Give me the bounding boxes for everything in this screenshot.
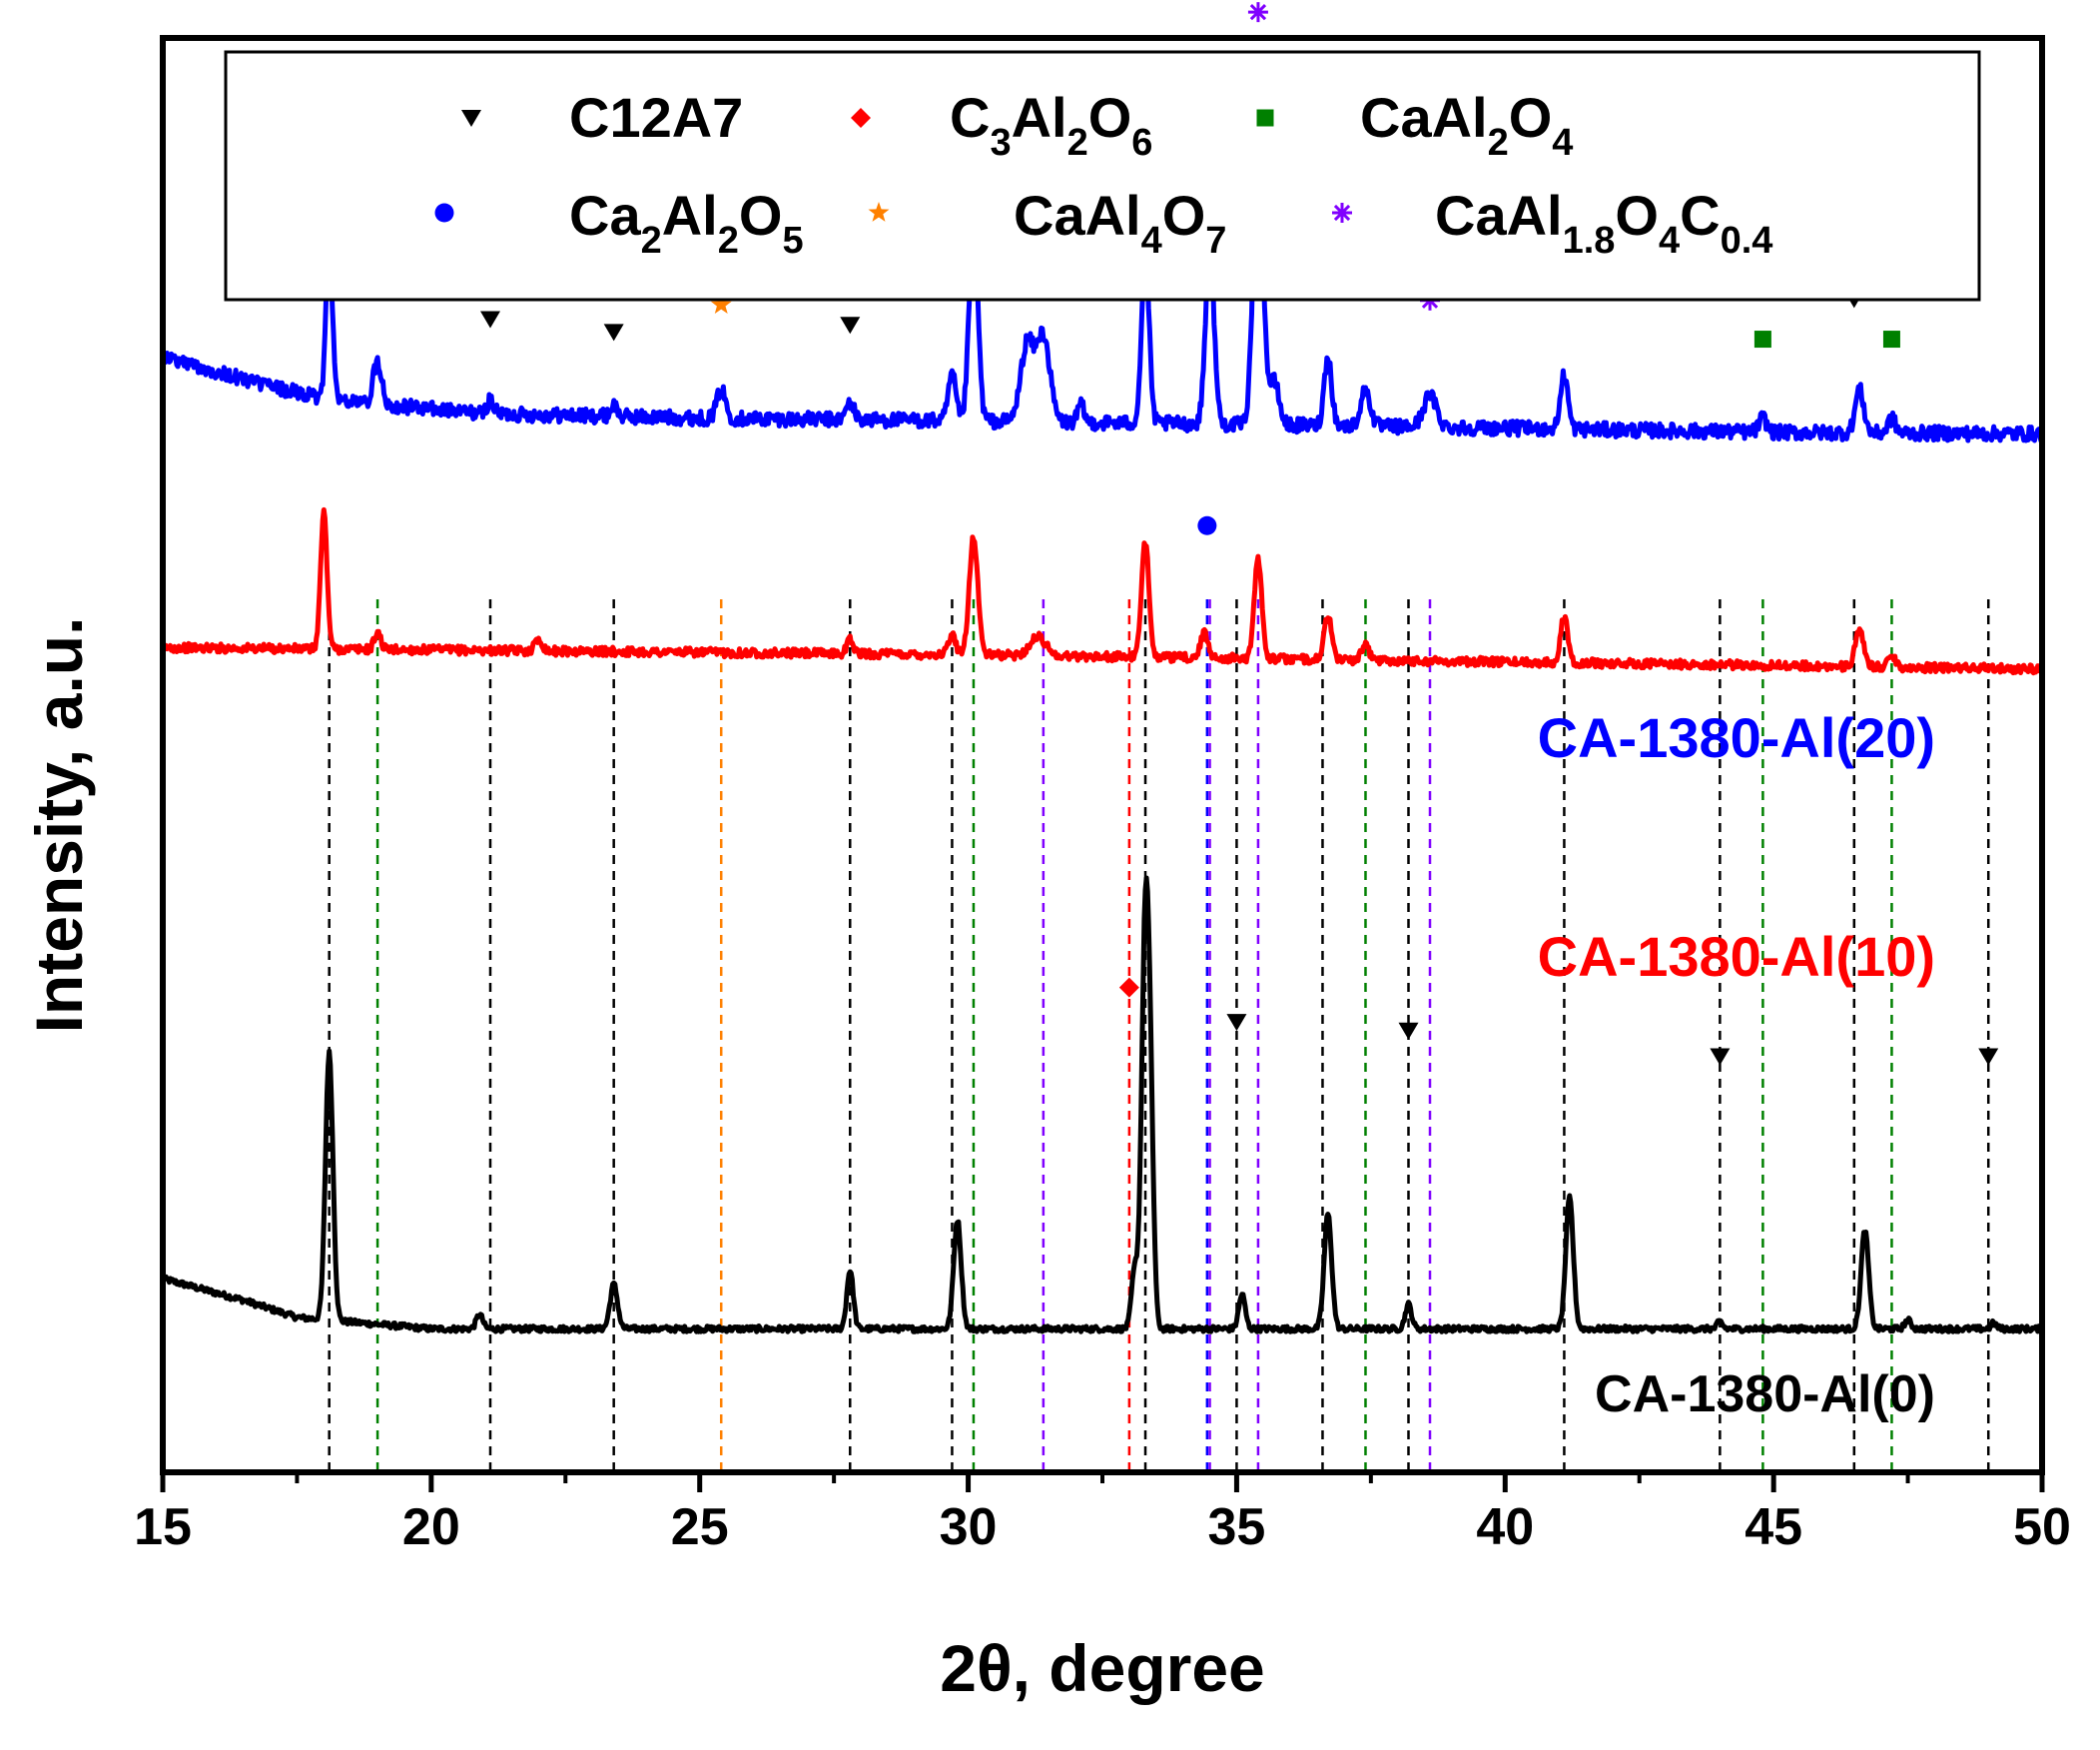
- x-tick-label-50: 50: [2013, 1498, 2071, 1556]
- series-line-CA-1380-Al(20): [161, 138, 2045, 443]
- peak-marker-9: [603, 324, 624, 342]
- peak-marker-0: [1118, 977, 1139, 998]
- legend-marker-1: [851, 108, 871, 128]
- legend-label-0: C12A7: [569, 86, 743, 149]
- legend-marker-3: [434, 203, 454, 223]
- x-axis: 15 20 25 30 35 40 45 50: [134, 1472, 2071, 1556]
- legend-label-5: CaAl1.8O4C0.4: [1435, 184, 1772, 262]
- legend-label-2: CaAl2O4: [1360, 86, 1573, 164]
- x-tick-label-30: 30: [940, 1498, 998, 1556]
- legend-box: [224, 50, 1981, 302]
- legend-marker-2: [1256, 109, 1274, 127]
- peak-marker-5: [1197, 515, 1217, 535]
- y-axis-label: Intensity, a.u.: [22, 617, 96, 1034]
- legend-marker-0: [461, 110, 481, 127]
- legend-marker-5: [1332, 203, 1352, 223]
- peak-marker-17: [1247, 2, 1268, 23]
- x-tick-label-20: 20: [402, 1498, 460, 1556]
- series-line-CA-1380-Al(0): [160, 875, 2045, 1334]
- peak-marker-10: [710, 294, 732, 314]
- series-group: [160, 138, 2045, 1334]
- legend-label-3: Ca2Al2O5: [569, 184, 804, 262]
- peak-marker-3: [1710, 1048, 1731, 1066]
- x-tick-label-25: 25: [671, 1498, 729, 1556]
- x-tick-label-35: 35: [1208, 1498, 1266, 1556]
- peak-marker-22: [1753, 331, 1771, 349]
- peak-marker-4: [1978, 1048, 1999, 1066]
- series-label-2: CA-1380-Al(20): [1538, 706, 1935, 769]
- series-label-0: CA-1380-Al(0): [1595, 1365, 1935, 1423]
- x-axis-label: 2θ, degree: [940, 1631, 1265, 1705]
- legend-marker-4: [868, 202, 890, 222]
- series-label-1: CA-1380-Al(10): [1538, 925, 1935, 988]
- peak-marker-2: [1398, 1022, 1419, 1040]
- peak-marker-11: [840, 317, 861, 335]
- x-tick-label-40: 40: [1476, 1498, 1534, 1556]
- peak-marker-8: [480, 311, 501, 329]
- series-labels: CA-1380-Al(0) CA-1380-Al(10) CA-1380-Al(20…: [1538, 706, 1935, 1423]
- peak-marker-1: [1226, 1014, 1247, 1032]
- legend: C12A7 C3Al2O6 CaAl2O4 Ca2Al2O5 CaAl4O7 CaAl1.…: [224, 50, 1981, 302]
- legend-label-1: C3Al2O6: [950, 86, 1152, 164]
- x-tick-label-45: 45: [1745, 1498, 1802, 1556]
- legend-label-4: CaAl4O7: [1014, 184, 1226, 262]
- x-tick-label-15: 15: [134, 1498, 192, 1556]
- series-line-CA-1380-Al(10): [161, 506, 2045, 676]
- peak-marker-24: [1882, 331, 1900, 349]
